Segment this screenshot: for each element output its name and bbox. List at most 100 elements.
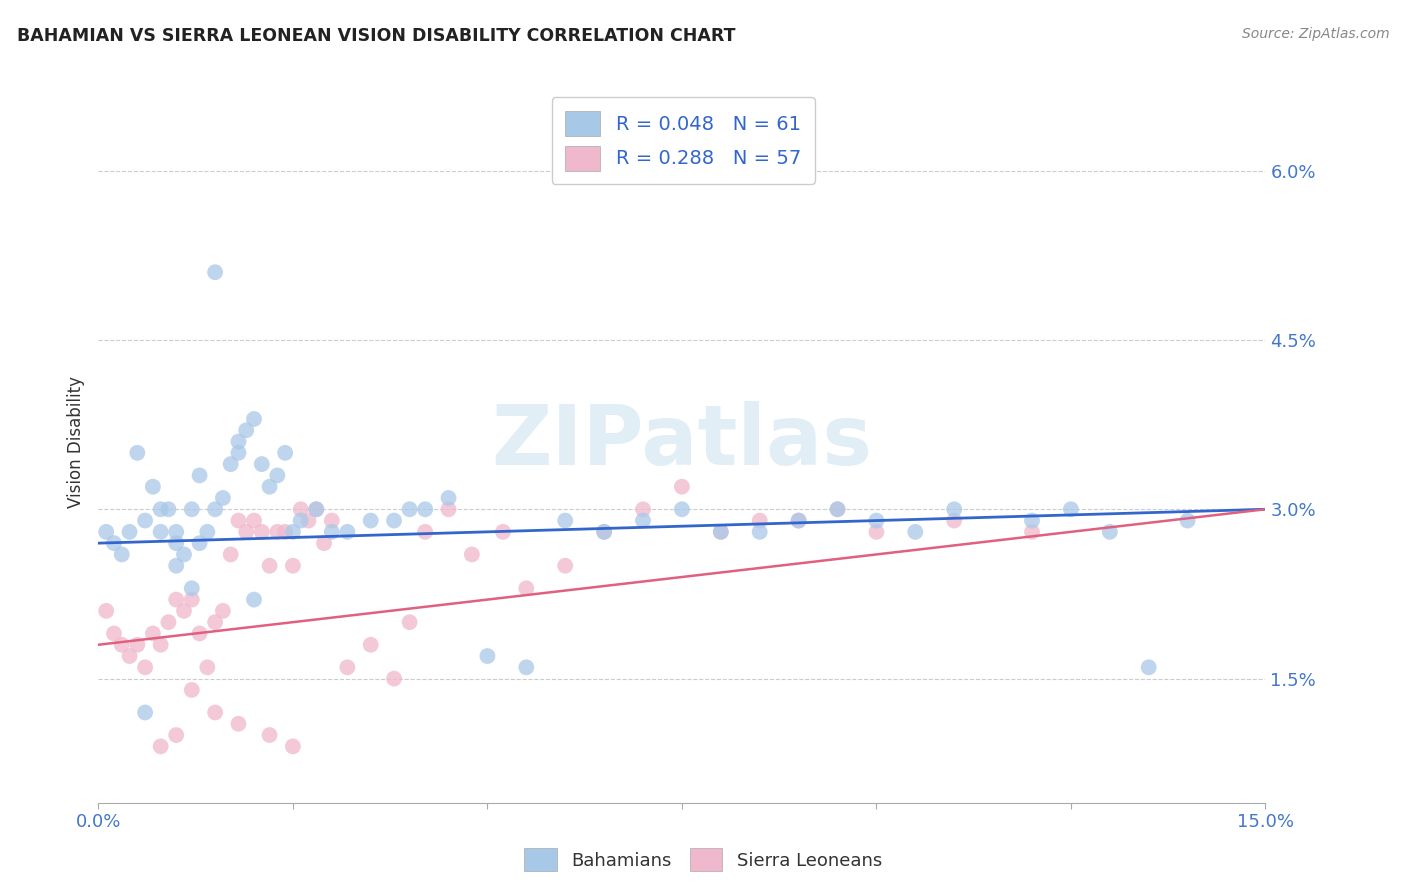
Point bbox=[127, 446, 149, 460]
Point bbox=[1021, 514, 1043, 528]
Point bbox=[382, 514, 405, 528]
Y-axis label: Vision Disability: Vision Disability bbox=[66, 376, 84, 508]
Point bbox=[266, 468, 288, 483]
Point bbox=[710, 524, 733, 539]
Point bbox=[134, 706, 156, 720]
Point bbox=[305, 502, 328, 516]
Point bbox=[103, 536, 125, 550]
Point bbox=[787, 514, 810, 528]
Point bbox=[195, 524, 218, 539]
Point bbox=[118, 648, 141, 663]
Point bbox=[413, 524, 436, 539]
Point bbox=[437, 502, 460, 516]
Point bbox=[943, 502, 966, 516]
Point bbox=[413, 502, 436, 516]
Point bbox=[554, 514, 576, 528]
Point bbox=[165, 728, 187, 742]
Point bbox=[165, 524, 187, 539]
Point bbox=[281, 524, 304, 539]
Point bbox=[1060, 502, 1083, 516]
Point bbox=[228, 446, 250, 460]
Point bbox=[165, 536, 187, 550]
Point bbox=[180, 582, 202, 596]
Point bbox=[398, 502, 420, 516]
Point bbox=[118, 524, 141, 539]
Point bbox=[219, 548, 242, 562]
Point bbox=[235, 423, 257, 437]
Point bbox=[165, 592, 187, 607]
Point bbox=[228, 514, 250, 528]
Point bbox=[228, 716, 250, 731]
Point bbox=[1098, 524, 1121, 539]
Point bbox=[212, 491, 235, 505]
Point bbox=[149, 524, 172, 539]
Point bbox=[142, 480, 165, 494]
Point bbox=[250, 524, 273, 539]
Point bbox=[188, 536, 211, 550]
Point bbox=[134, 660, 156, 674]
Point bbox=[827, 502, 849, 516]
Legend: R = 0.048   N = 61, R = 0.288   N = 57: R = 0.048 N = 61, R = 0.288 N = 57 bbox=[551, 97, 814, 184]
Point bbox=[259, 480, 281, 494]
Point bbox=[748, 514, 770, 528]
Point bbox=[180, 502, 202, 516]
Point bbox=[398, 615, 420, 630]
Point bbox=[157, 502, 180, 516]
Point bbox=[274, 524, 297, 539]
Point bbox=[212, 604, 235, 618]
Point bbox=[243, 592, 266, 607]
Point bbox=[195, 660, 218, 674]
Point bbox=[437, 491, 460, 505]
Point bbox=[281, 739, 304, 754]
Point bbox=[219, 457, 242, 471]
Point bbox=[281, 558, 304, 573]
Point bbox=[180, 682, 202, 697]
Point bbox=[865, 524, 887, 539]
Point bbox=[1021, 524, 1043, 539]
Point bbox=[748, 524, 770, 539]
Point bbox=[259, 558, 281, 573]
Point bbox=[297, 514, 319, 528]
Point bbox=[173, 548, 195, 562]
Text: ZIPatlas: ZIPatlas bbox=[492, 401, 872, 482]
Point bbox=[180, 592, 202, 607]
Point bbox=[165, 558, 187, 573]
Point bbox=[1137, 660, 1160, 674]
Point bbox=[157, 615, 180, 630]
Point bbox=[266, 524, 288, 539]
Point bbox=[305, 502, 328, 516]
Point bbox=[204, 265, 226, 279]
Point bbox=[188, 468, 211, 483]
Point bbox=[631, 502, 654, 516]
Point bbox=[943, 514, 966, 528]
Point bbox=[321, 514, 343, 528]
Point bbox=[631, 514, 654, 528]
Point bbox=[259, 728, 281, 742]
Point bbox=[554, 558, 576, 573]
Point bbox=[593, 524, 616, 539]
Point bbox=[336, 660, 359, 674]
Point bbox=[111, 638, 134, 652]
Point bbox=[865, 514, 887, 528]
Point bbox=[593, 524, 616, 539]
Point bbox=[274, 446, 297, 460]
Point bbox=[96, 604, 118, 618]
Point bbox=[477, 648, 499, 663]
Point bbox=[134, 514, 156, 528]
Point bbox=[360, 638, 382, 652]
Point bbox=[173, 604, 195, 618]
Text: Source: ZipAtlas.com: Source: ZipAtlas.com bbox=[1241, 27, 1389, 41]
Point bbox=[904, 524, 927, 539]
Point bbox=[461, 548, 484, 562]
Legend: Bahamians, Sierra Leoneans: Bahamians, Sierra Leoneans bbox=[517, 841, 889, 879]
Point bbox=[243, 514, 266, 528]
Point bbox=[382, 672, 405, 686]
Point bbox=[228, 434, 250, 449]
Point bbox=[96, 524, 118, 539]
Point bbox=[671, 480, 693, 494]
Point bbox=[149, 502, 172, 516]
Point bbox=[111, 548, 134, 562]
Point bbox=[336, 524, 359, 539]
Point bbox=[103, 626, 125, 640]
Point bbox=[321, 524, 343, 539]
